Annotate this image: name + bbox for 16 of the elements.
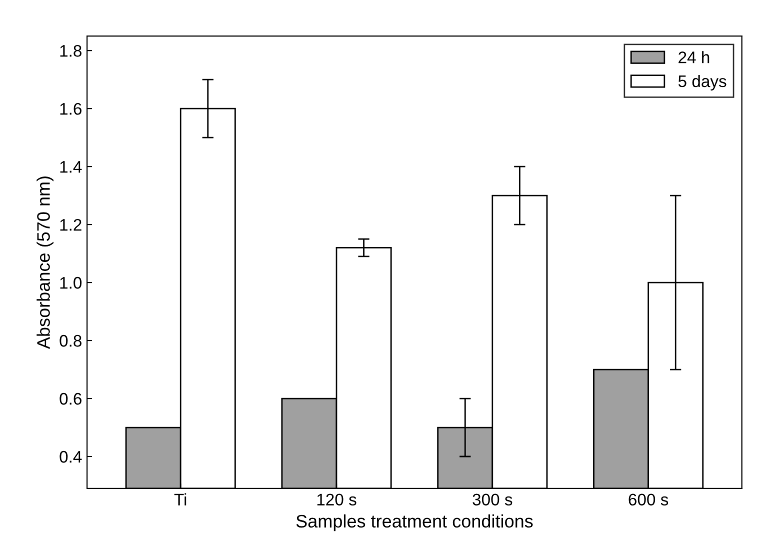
legend-label: 24 h	[678, 51, 710, 64]
x-tick-label: 600 s	[628, 494, 668, 506]
y-tick-label: 1.4	[60, 161, 82, 173]
legend-label: 5 days	[678, 74, 726, 90]
x-tick-label: 120 s	[317, 494, 356, 506]
y-tick-label: 1.8	[60, 44, 82, 57]
x-tick-label: 300 s	[472, 494, 512, 506]
y-tick-label: 1.2	[60, 218, 82, 231]
y-tick-label: 0.6	[60, 392, 82, 405]
y-tick-label: 1.0	[60, 276, 82, 289]
y-tick-label: 1.6	[60, 102, 82, 115]
x-axis-title: Samples treatment conditions	[296, 514, 533, 532]
y-axis-title: Absorbance (570 nm)	[36, 176, 54, 350]
y-tick-label: 0.8	[60, 334, 82, 347]
x-tick-label: Ti	[174, 493, 186, 506]
y-tick-label: 0.4	[60, 450, 82, 463]
